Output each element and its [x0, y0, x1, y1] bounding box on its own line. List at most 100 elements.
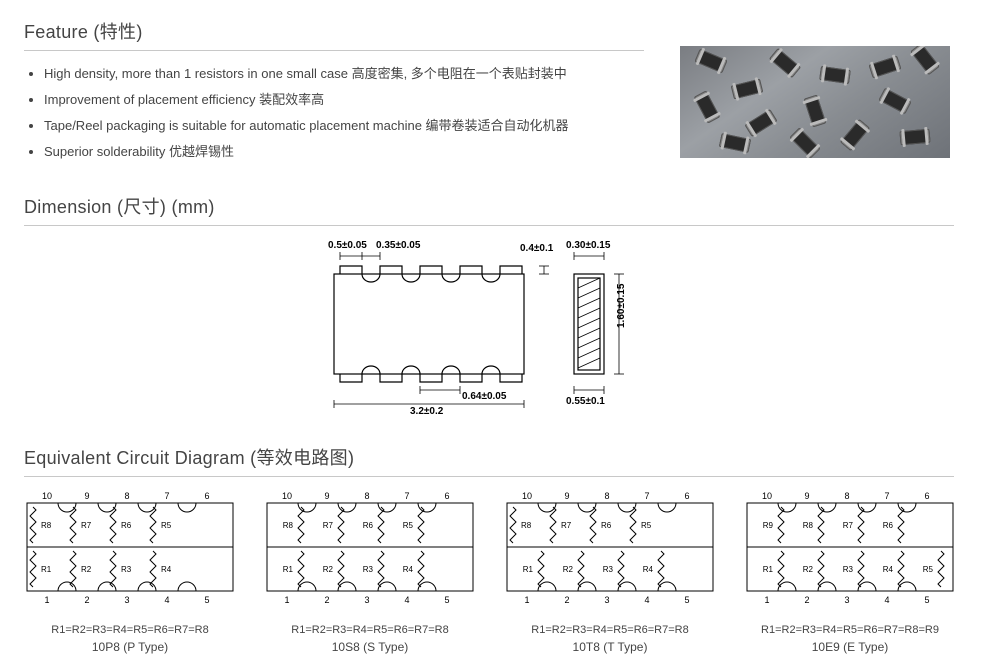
equivalent-row: 10 1 9 2 8 3 7 4 6 5 R8 R7 R6 R5 R1 R2 R3 R4 R1=R2=R3=R4=R… [24, 487, 970, 654]
svg-text:7: 7 [644, 491, 649, 501]
equivalent-caption: R1=R2=R3=R4=R5=R6=R7=R8 [504, 624, 716, 636]
rule [24, 50, 644, 51]
svg-text:R4: R4 [403, 565, 414, 574]
equivalent-type: 10E9 (E Type) [744, 640, 956, 654]
svg-text:3: 3 [604, 595, 609, 605]
dim-label: 0.30±0.15 [566, 240, 611, 251]
svg-text:R2: R2 [563, 565, 574, 574]
dim-label: 1.60±0.15 [616, 283, 627, 328]
equivalent-diagram: 10192837465R9R8R7R6R1R2R3R4R5R1=R2=R3=R4… [744, 487, 956, 654]
svg-text:R8: R8 [803, 521, 814, 530]
svg-text:3: 3 [364, 595, 369, 605]
svg-text:2: 2 [324, 595, 329, 605]
svg-text:1: 1 [764, 595, 769, 605]
product-photo [680, 46, 950, 158]
dim-label: 3.2±0.2 [410, 406, 444, 416]
svg-text:R3: R3 [843, 565, 854, 574]
dim-label: 0.5±0.05 [328, 240, 367, 251]
svg-text:R6: R6 [883, 521, 894, 530]
equivalent-caption: R1=R2=R3=R4=R5=R6=R7=R8=R9 [744, 624, 956, 636]
dim-label: 0.4±0.1 [520, 243, 554, 254]
svg-text:8: 8 [364, 491, 369, 501]
svg-text:R9: R9 [763, 521, 774, 530]
svg-text:R1: R1 [283, 565, 294, 574]
feature-heading: Feature (特性) [24, 18, 970, 44]
svg-text:10: 10 [282, 491, 292, 501]
svg-text:R1: R1 [523, 565, 534, 574]
svg-text:5: 5 [444, 595, 449, 605]
svg-text:R2: R2 [81, 565, 92, 574]
svg-text:R8: R8 [283, 521, 294, 530]
dimension-section: Dimension (尺寸) (mm) [24, 193, 970, 416]
svg-text:R7: R7 [81, 521, 92, 530]
dimension-drawing: 0.5±0.05 0.35±0.05 0.64±0.05 3.2±0.2 0.4… [24, 236, 954, 416]
svg-text:2: 2 [564, 595, 569, 605]
equivalent-type: 10T8 (T Type) [504, 640, 716, 654]
svg-text:9: 9 [564, 491, 569, 501]
svg-text:10: 10 [762, 491, 772, 501]
svg-text:4: 4 [164, 595, 169, 605]
svg-text:6: 6 [204, 491, 209, 501]
svg-text:R1: R1 [763, 565, 774, 574]
dim-label: 0.64±0.05 [462, 391, 507, 402]
svg-text:6: 6 [684, 491, 689, 501]
dim-label: 0.55±0.1 [566, 396, 605, 407]
svg-text:1: 1 [44, 595, 49, 605]
svg-text:10: 10 [42, 491, 52, 501]
svg-text:R7: R7 [561, 521, 572, 530]
svg-text:R2: R2 [803, 565, 814, 574]
svg-text:8: 8 [844, 491, 849, 501]
svg-text:1: 1 [524, 595, 529, 605]
svg-text:R5: R5 [641, 521, 652, 530]
svg-text:8: 8 [124, 491, 129, 501]
equivalent-caption: R1=R2=R3=R4=R5=R6=R7=R8 [264, 624, 476, 636]
svg-text:R6: R6 [121, 521, 132, 530]
svg-text:2: 2 [84, 595, 89, 605]
svg-text:R2: R2 [323, 565, 334, 574]
svg-text:R8: R8 [521, 521, 532, 530]
svg-text:R6: R6 [363, 521, 374, 530]
svg-text:7: 7 [884, 491, 889, 501]
equivalent-diagram: 10192837465R8R7R6R5R1R2R3R4R1=R2=R3=R4=R… [504, 487, 716, 654]
equivalent-heading: Equivalent Circuit Diagram (等效电路图) [24, 444, 970, 470]
svg-text:8: 8 [604, 491, 609, 501]
svg-text:9: 9 [324, 491, 329, 501]
svg-text:9: 9 [84, 491, 89, 501]
svg-text:R5: R5 [923, 565, 934, 574]
equivalent-type: 10S8 (S Type) [264, 640, 476, 654]
svg-text:R8: R8 [41, 521, 52, 530]
svg-text:7: 7 [404, 491, 409, 501]
svg-text:R3: R3 [121, 565, 132, 574]
svg-text:R6: R6 [601, 521, 612, 530]
svg-text:6: 6 [924, 491, 929, 501]
svg-text:R5: R5 [403, 521, 414, 530]
svg-text:6: 6 [444, 491, 449, 501]
svg-text:4: 4 [404, 595, 409, 605]
feature-section: Feature (特性) High density, more than 1 r… [24, 18, 970, 165]
rule [24, 476, 954, 477]
svg-text:3: 3 [844, 595, 849, 605]
svg-text:4: 4 [884, 595, 889, 605]
svg-text:R4: R4 [883, 565, 894, 574]
svg-text:R4: R4 [643, 565, 654, 574]
svg-text:R3: R3 [363, 565, 374, 574]
svg-text:R5: R5 [161, 521, 172, 530]
equivalent-diagram: 10192837465R8R7R6R5R1R2R3R4R1=R2=R3=R4=R… [264, 487, 476, 654]
svg-text:7: 7 [164, 491, 169, 501]
equivalent-type: 10P8 (P Type) [24, 640, 236, 654]
dimension-heading: Dimension (尺寸) (mm) [24, 193, 970, 219]
svg-text:5: 5 [204, 595, 209, 605]
svg-text:9: 9 [804, 491, 809, 501]
equivalent-diagram: 10192837465R8R7R6R5R1R2R3R4R1=R2=R3=R4=R… [24, 487, 236, 654]
svg-text:5: 5 [684, 595, 689, 605]
dim-label: 0.35±0.05 [376, 240, 421, 251]
svg-text:5: 5 [924, 595, 929, 605]
rule [24, 225, 954, 226]
svg-text:R3: R3 [603, 565, 614, 574]
equivalent-caption: R1=R2=R3=R4=R5=R6=R7=R8 [24, 624, 236, 636]
svg-text:R7: R7 [323, 521, 334, 530]
svg-text:3: 3 [124, 595, 129, 605]
svg-text:R4: R4 [161, 565, 172, 574]
svg-text:2: 2 [804, 595, 809, 605]
svg-text:4: 4 [644, 595, 649, 605]
